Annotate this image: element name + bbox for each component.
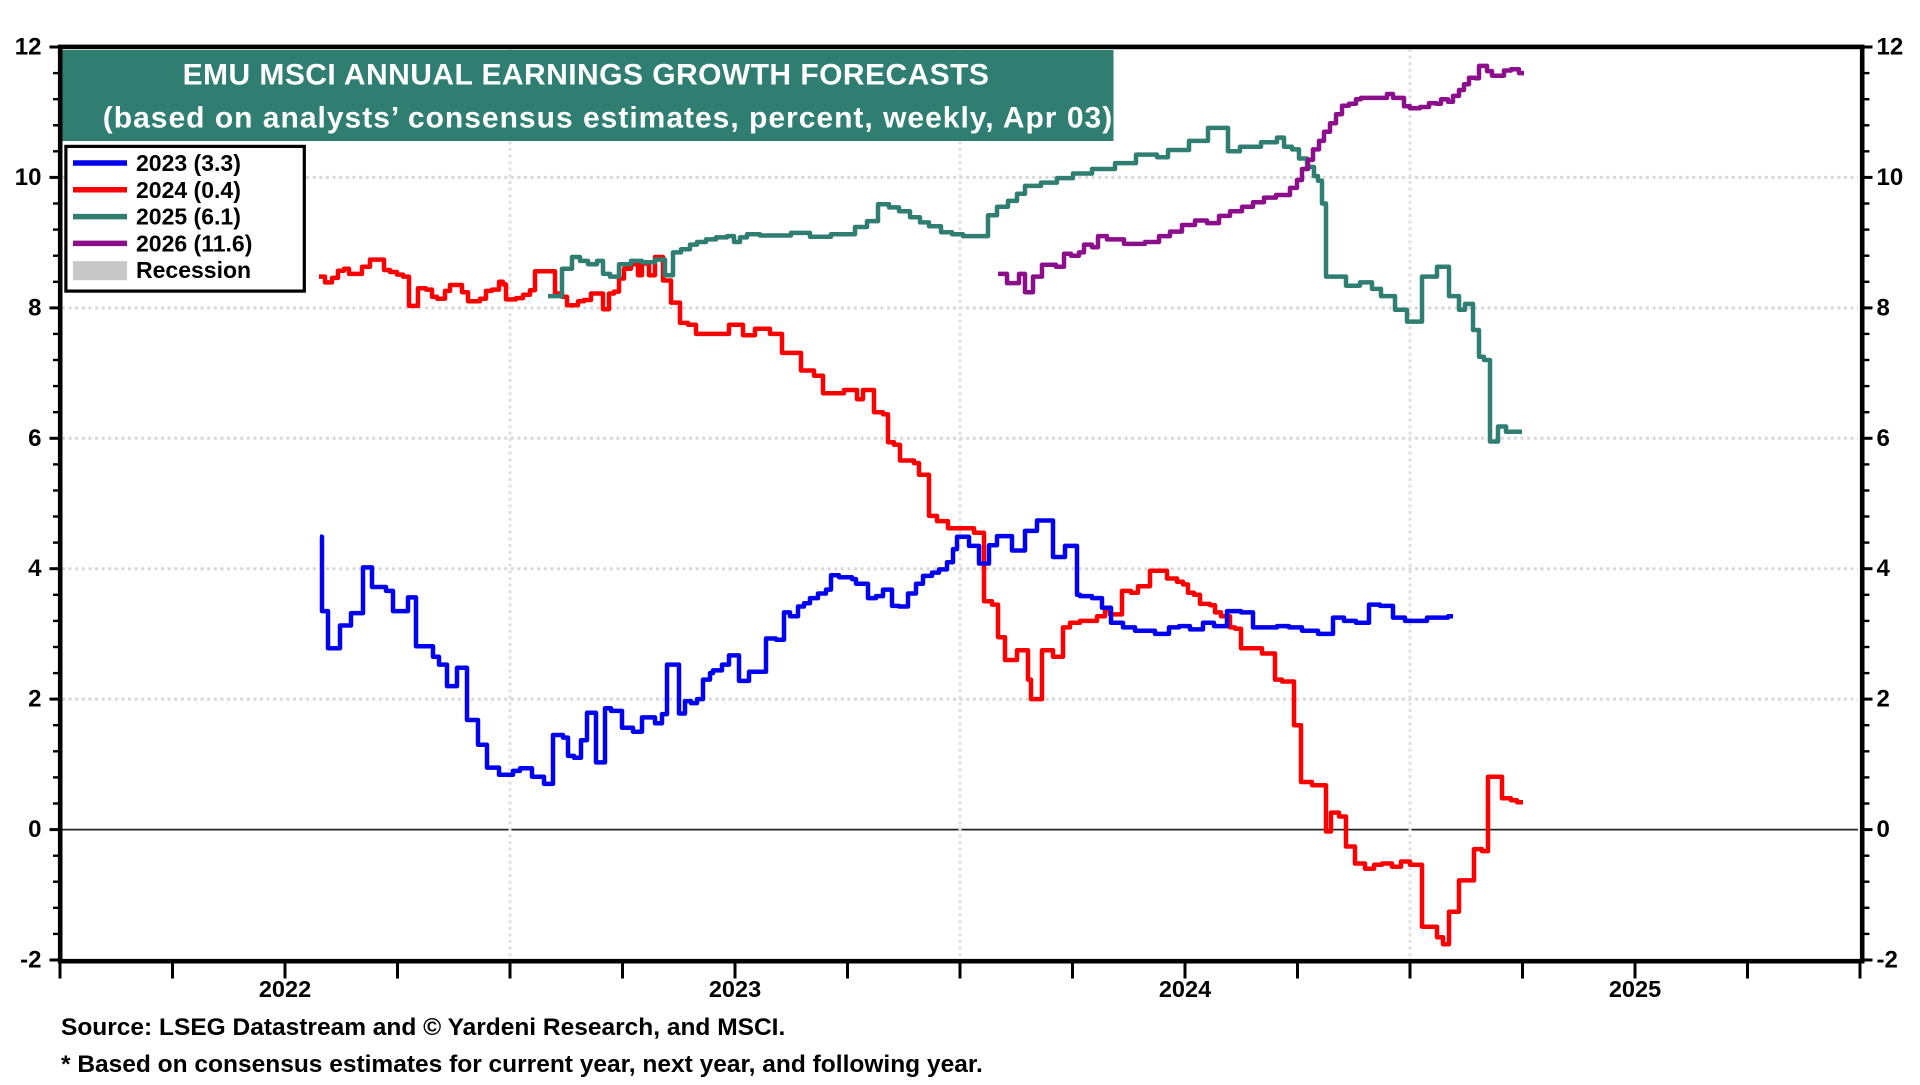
- svg-text:6: 6: [1877, 425, 1890, 452]
- svg-text:2024: 2024: [1159, 976, 1211, 1002]
- svg-text:10: 10: [1877, 164, 1904, 191]
- svg-text:2025 (6.1): 2025 (6.1): [136, 204, 241, 230]
- svg-text:* Based on consensus estimates: * Based on consensus estimates for curre…: [61, 1051, 983, 1078]
- svg-text:12: 12: [1877, 34, 1904, 61]
- svg-text:2022: 2022: [259, 976, 311, 1002]
- svg-text:12: 12: [15, 34, 42, 61]
- svg-text:8: 8: [28, 294, 41, 321]
- svg-text:2024 (0.4): 2024 (0.4): [136, 177, 241, 203]
- svg-text:2026 (11.6): 2026 (11.6): [136, 230, 252, 256]
- svg-text:4: 4: [1877, 555, 1891, 582]
- svg-text:Recession: Recession: [136, 257, 251, 283]
- svg-text:-2: -2: [20, 947, 41, 974]
- svg-text:10: 10: [15, 164, 42, 191]
- svg-text:2023: 2023: [709, 976, 761, 1002]
- svg-text:2023 (3.3): 2023 (3.3): [136, 150, 241, 176]
- svg-text:0: 0: [28, 816, 41, 843]
- svg-text:2: 2: [28, 686, 41, 713]
- svg-text:8: 8: [1877, 294, 1890, 321]
- svg-text:2: 2: [1877, 686, 1890, 713]
- svg-text:Source: LSEG Datastream and ©: Source: LSEG Datastream and © Yardeni Re…: [61, 1014, 785, 1041]
- svg-text:6: 6: [28, 425, 41, 452]
- svg-text:0: 0: [1877, 816, 1890, 843]
- svg-text:2025: 2025: [1609, 976, 1661, 1002]
- svg-text:-2: -2: [1877, 947, 1898, 974]
- svg-text:(based on analysts’ consensus: (based on analysts’ consensus estimates,…: [103, 102, 1113, 135]
- svg-text:EMU MSCI ANNUAL EARNINGS GROWT: EMU MSCI ANNUAL EARNINGS GROWTH FORECAST…: [183, 59, 990, 92]
- svg-text:4: 4: [28, 555, 42, 582]
